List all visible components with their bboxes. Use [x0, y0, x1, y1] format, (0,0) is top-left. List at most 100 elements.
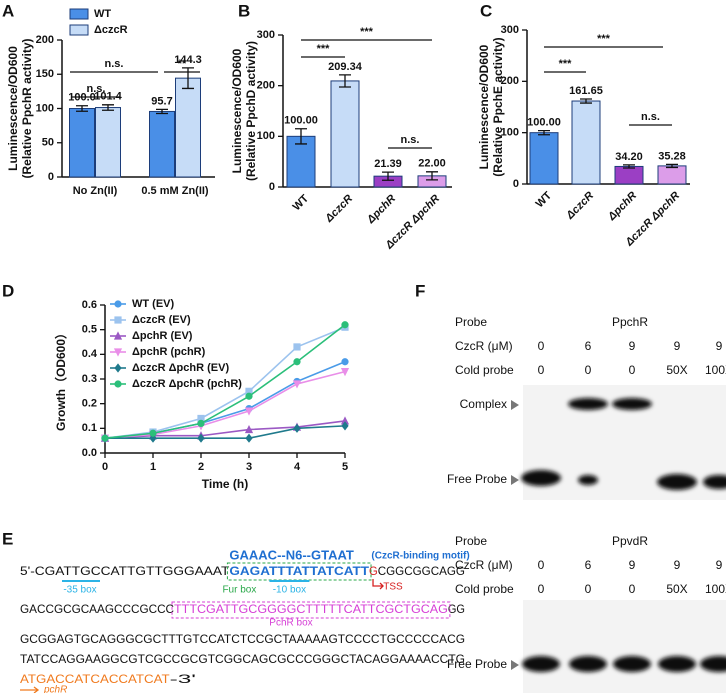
legend-label: ΔpchR (pchR) [132, 346, 206, 358]
gel-band-label: Free Probe [447, 472, 507, 486]
gel-protein-value: 9 [629, 558, 636, 572]
point [149, 433, 157, 443]
x-tick-label: 1 [150, 461, 156, 473]
x-tick-label: ΔczcR [323, 193, 356, 226]
point [340, 368, 350, 377]
point [101, 434, 109, 442]
gel-band-label: Free Probe [447, 657, 507, 671]
sequence-segment: GACCGCGCAAGCCCGCCC [20, 602, 174, 616]
gel-protein-value: 6 [585, 339, 592, 353]
gel-protein-value: 9 [674, 558, 681, 572]
sequence-segment: -3' [170, 672, 196, 686]
y-tick-label: 200 [501, 75, 519, 87]
sequence-segment: GG [448, 602, 465, 616]
gel-band-arrow [511, 475, 519, 485]
gel-protein-label: CzcR (μM) [455, 558, 513, 572]
legend-swatch [69, 8, 89, 20]
sequence-segment: GAGATTTATTATCATT [229, 564, 369, 578]
sequence-label: -35 box [63, 585, 96, 596]
y-tick-label: 0.1 [82, 422, 97, 434]
error-bar [538, 129, 550, 136]
point [293, 358, 301, 366]
x-tick-label: 0 [102, 461, 108, 473]
error-bar [295, 128, 307, 145]
value-label: 100.00 [527, 117, 561, 129]
y-tick-label: 300 [501, 24, 519, 36]
value-label: 209.34 [328, 61, 363, 73]
legend-label: ΔczcR ΔpchR (EV) [132, 362, 229, 374]
significance-label: *** [317, 43, 331, 55]
point [197, 414, 205, 423]
bar [571, 100, 601, 185]
gel-band [612, 398, 652, 410]
value-label: 161.65 [569, 85, 603, 97]
point [341, 358, 349, 366]
gel-band-label: Complex [460, 397, 507, 411]
y-tick-label: 150 [36, 68, 54, 80]
point [341, 421, 349, 431]
series-line [105, 425, 346, 439]
panel-letter: E [2, 529, 13, 548]
value-label: 100.0 [68, 92, 96, 104]
gel-protein-value: 9 [716, 339, 723, 353]
panel-letter: F [415, 281, 425, 300]
motif-note: (CzcR-binding motif) [371, 551, 469, 562]
gel-cold-value: 0 [538, 582, 545, 596]
significance-label: *** [559, 58, 573, 70]
value-label: 21.39 [374, 158, 402, 170]
significance-label: ** [178, 58, 187, 70]
bar [657, 165, 687, 185]
sequence-label: -10 box [273, 585, 306, 596]
y-tick-label: 200 [36, 34, 54, 46]
gel-band [703, 475, 726, 489]
error-bar [76, 105, 88, 112]
point [245, 433, 253, 443]
panel-letter: A [2, 1, 14, 20]
sequence-segment: 5'-CGATTGCCATTGTTGGGAAAT [20, 564, 230, 578]
sequence-segment: TTTCGATTGCGGGGCTTTTTCATTCGCTGCAG [174, 602, 448, 616]
x-axis-label: Time (h) [202, 477, 248, 491]
point [197, 419, 205, 427]
sequence-segment: ATGACCATCACCATCAT [20, 672, 170, 686]
gel-band-arrow [511, 400, 519, 410]
sequence-label: PchR box [269, 618, 312, 629]
y-tick-label: 0 [513, 178, 519, 190]
gel-protein-value: 0 [538, 339, 545, 353]
y-tick-label: 0.6 [82, 299, 97, 311]
point [340, 416, 350, 425]
sequence-segment: CGGCGGCAGG [378, 564, 465, 578]
point [292, 380, 302, 389]
gel-cold-value: 100X [705, 582, 726, 596]
gel-band [613, 656, 651, 672]
y-tick-label: 0 [269, 181, 275, 193]
x-tick-label: 4 [294, 461, 301, 473]
y-tick-label: 0.4 [82, 348, 98, 360]
legend-marker [114, 300, 122, 308]
gel-protein-value: 0 [538, 558, 545, 572]
y-tick-label: 200 [257, 80, 275, 92]
bar [286, 135, 316, 188]
gel-cold-value: 50X [666, 363, 687, 377]
series-line [104, 420, 346, 439]
bar [175, 77, 201, 178]
gel-band [657, 474, 697, 490]
gel-probe-label: Probe [455, 315, 487, 329]
gel-cold-value: 0 [585, 363, 592, 377]
legend-label: ΔczcR (EV) [132, 314, 191, 326]
gel-band [578, 475, 598, 485]
gel-cold-value: 0 [585, 582, 592, 596]
sequence-segment: GCGGAGTGCAGGGCGCTTTGTCCATCTCCGCTAAAAAGTC… [20, 632, 465, 646]
y-axis-label: (Relative PpchE activity) [491, 37, 505, 176]
x-tick-label: 0.5 mM Zn(II) [141, 185, 209, 197]
gel-cold-value: 100X [705, 363, 726, 377]
error-bar [382, 171, 394, 181]
significance-label: n.s. [641, 111, 660, 123]
gel-cold-value: 0 [629, 582, 636, 596]
tss-arrow [372, 579, 384, 590]
gel-band [658, 656, 696, 672]
sequence-label: Fur box [222, 585, 256, 596]
error-bar [156, 108, 168, 115]
y-tick-label: 100 [36, 102, 54, 114]
y-tick-label: 0.2 [82, 398, 97, 410]
gel-protein-value: 9 [716, 558, 723, 572]
